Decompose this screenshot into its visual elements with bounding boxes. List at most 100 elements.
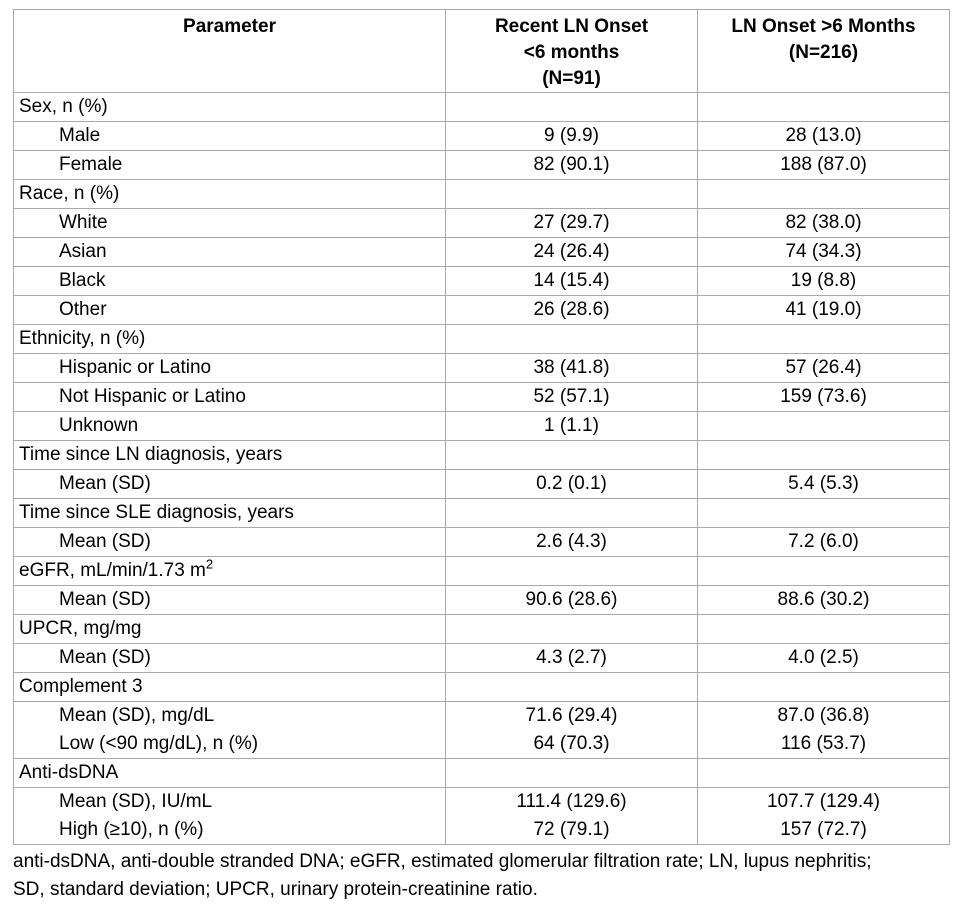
parameter-cell: Asian	[13, 237, 446, 267]
late-onset-value-cell: 107.7 (129.4) 157 (72.7)	[697, 787, 950, 845]
recent-onset-value-cell	[445, 614, 698, 644]
cell-text	[447, 616, 697, 643]
cell-text	[699, 558, 949, 585]
late-onset-value-cell: 5.4 (5.3)	[697, 469, 950, 499]
cell-text: 74 (34.3)	[785, 241, 862, 262]
superscript: 2	[205, 556, 214, 572]
header-line: (N=91)	[542, 68, 601, 89]
recent-onset-value-cell: 24 (26.4)	[445, 237, 698, 267]
cell-text: Low (<90 mg/dL), n (%)	[59, 733, 259, 754]
cell-text	[699, 616, 949, 643]
cell-text: 26 (28.6)	[533, 299, 610, 320]
cell-text: 111.4 (129.6)	[516, 791, 627, 812]
header-row: Parameter Recent LN Onset <6 months (N=9…	[13, 9, 950, 93]
parameter-cell: Mean (SD), IU/mL High (≥10), n (%)	[13, 787, 446, 845]
table-row: Ethnicity, n (%)	[13, 324, 950, 354]
table-row: Sex, n (%)	[13, 92, 950, 122]
cell-text: Sex, n (%)	[19, 96, 108, 117]
footnote-line-2: SD, standard deviation; UPCR, urinary pr…	[13, 879, 538, 900]
late-onset-value-cell: 88.6 (30.2)	[697, 585, 950, 615]
parameter-cell: Male	[13, 121, 446, 151]
late-onset-value-cell: 87.0 (36.8) 116 (53.7)	[697, 701, 950, 759]
cell-text: Race, n (%)	[19, 183, 120, 204]
parameter-cell: Race, n (%)	[13, 179, 446, 209]
late-onset-value-cell	[697, 324, 950, 354]
cell-text: 27 (29.7)	[533, 212, 610, 233]
cell-text: eGFR, mL/min/1.73 m2	[19, 556, 214, 581]
table-row: Hispanic or Latino 38 (41.8) 57 (26.4)	[13, 353, 950, 383]
recent-onset-value-cell	[445, 92, 698, 122]
parameter-cell: Female	[13, 150, 446, 180]
table-row: Mean (SD), mg/dL Low (<90 mg/dL), n (%) 71…	[13, 701, 950, 759]
table-row: Black 14 (15.4) 19 (8.8)	[13, 266, 950, 296]
cell-text: 14 (15.4)	[533, 270, 610, 291]
header-line: (N=216)	[788, 42, 859, 63]
cell-text	[447, 442, 697, 469]
cell-text	[699, 94, 949, 121]
recent-onset-value-cell: 9 (9.9)	[445, 121, 698, 151]
recent-onset-value-cell: 38 (41.8)	[445, 353, 698, 383]
cell-text: 82 (90.1)	[533, 154, 610, 175]
recent-onset-value-cell: 2.6 (4.3)	[445, 527, 698, 557]
late-onset-value-cell: 82 (38.0)	[697, 208, 950, 238]
table-row: Other 26 (28.6) 41 (19.0)	[13, 295, 950, 325]
cell-text: 159 (73.6)	[780, 386, 867, 407]
table-row: Unknown 1 (1.1)	[13, 411, 950, 441]
cell-text: 116 (53.7)	[780, 733, 867, 754]
recent-onset-value-cell: 111.4 (129.6) 72 (79.1)	[445, 787, 698, 845]
cell-text: Asian	[59, 241, 107, 262]
parameter-cell: Complement 3	[13, 672, 446, 702]
late-onset-value-cell	[697, 92, 950, 122]
late-onset-value-cell: 57 (26.4)	[697, 353, 950, 383]
footnote-line-1: anti-dsDNA, anti-double stranded DNA; eG…	[13, 851, 872, 872]
header-line: LN Onset >6 Months	[731, 16, 916, 37]
recent-onset-value-cell: 14 (15.4)	[445, 266, 698, 296]
recent-onset-value-cell: 52 (57.1)	[445, 382, 698, 412]
recent-onset-value-cell	[445, 324, 698, 354]
cell-text: Mean (SD)	[59, 473, 151, 494]
recent-onset-value-cell: 82 (90.1)	[445, 150, 698, 180]
cell-text	[447, 94, 697, 121]
cell-text: 107.7 (129.4)	[766, 791, 881, 812]
recent-onset-value-cell	[445, 672, 698, 702]
parameter-cell: Time since SLE diagnosis, years	[13, 498, 446, 528]
cell-text: Other	[59, 299, 107, 320]
table-row: Female 82 (90.1) 188 (87.0)	[13, 150, 950, 180]
late-onset-value-cell: 7.2 (6.0)	[697, 527, 950, 557]
cell-text	[699, 413, 949, 440]
late-onset-value-cell: 159 (73.6)	[697, 382, 950, 412]
cell-text: 28 (13.0)	[785, 125, 862, 146]
table-footnote: anti-dsDNA, anti-double stranded DNA; eG…	[13, 848, 950, 904]
recent-onset-value-cell	[445, 179, 698, 209]
cell-text: Complement 3	[19, 676, 143, 697]
parameter-cell: Black	[13, 266, 446, 296]
cell-text	[699, 760, 949, 787]
late-onset-value-cell: 4.0 (2.5)	[697, 643, 950, 673]
late-onset-value-cell	[697, 411, 950, 441]
recent-onset-value-cell: 4.3 (2.7)	[445, 643, 698, 673]
cell-text	[447, 760, 697, 787]
late-onset-value-cell: 19 (8.8)	[697, 266, 950, 296]
cell-text: 71.6 (29.4)	[525, 705, 618, 726]
parameter-cell: Mean (SD)	[13, 585, 446, 615]
cell-text: Not Hispanic or Latino	[59, 386, 246, 407]
cell-text: 1 (1.1)	[544, 415, 599, 436]
cell-text: 9 (9.9)	[544, 125, 599, 146]
cell-text: Black	[59, 270, 106, 291]
parameter-cell: UPCR, mg/mg	[13, 614, 446, 644]
cell-text: 64 (70.3)	[533, 733, 610, 754]
cell-text: UPCR, mg/mg	[19, 618, 142, 639]
cell-text	[699, 500, 949, 527]
cell-text: 57 (26.4)	[785, 357, 862, 378]
table-row: Time since LN diagnosis, years	[13, 440, 950, 470]
header-parameter: Parameter	[13, 9, 446, 93]
cell-text: White	[59, 212, 108, 233]
cell-text: 4.3 (2.7)	[536, 647, 607, 668]
cell-text: 188 (87.0)	[780, 154, 867, 175]
recent-onset-value-cell: 90.6 (28.6)	[445, 585, 698, 615]
table-row: Male 9 (9.9) 28 (13.0)	[13, 121, 950, 151]
cell-text: Mean (SD)	[59, 647, 151, 668]
recent-onset-value-cell: 71.6 (29.4) 64 (70.3)	[445, 701, 698, 759]
late-onset-value-cell: 188 (87.0)	[697, 150, 950, 180]
table-row: eGFR, mL/min/1.73 m2	[13, 556, 950, 586]
